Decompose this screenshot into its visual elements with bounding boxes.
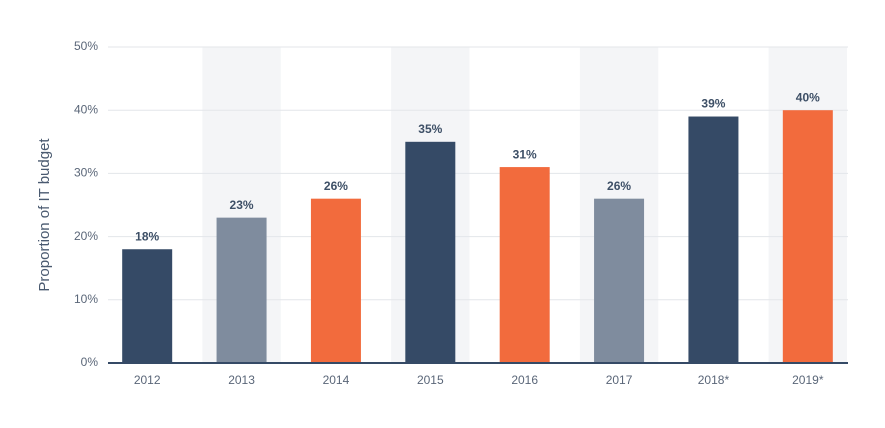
x-tick-label: 2015	[417, 373, 444, 387]
y-tick-label: 40%	[74, 102, 98, 116]
x-tick-label: 2014	[323, 373, 350, 387]
y-tick-label: 10%	[74, 292, 98, 306]
bar	[688, 116, 739, 364]
data-label: 39%	[701, 97, 725, 111]
x-tick-label: 2017	[606, 373, 633, 387]
bar	[122, 249, 173, 363]
x-tick-label: 2013	[228, 373, 255, 387]
bar	[405, 141, 456, 363]
bar	[499, 167, 550, 363]
data-label: 35%	[418, 122, 442, 136]
x-tick-label: 2016	[511, 373, 538, 387]
x-tick-label: 2019*	[792, 373, 824, 387]
bar	[310, 198, 361, 363]
x-tick-label: 2012	[134, 373, 161, 387]
y-tick-label: 0%	[81, 355, 99, 369]
bar	[594, 198, 645, 363]
bar	[216, 217, 267, 363]
data-label: 26%	[607, 179, 631, 193]
y-tick-label: 30%	[74, 166, 98, 180]
data-label: 18%	[135, 229, 159, 243]
data-label: 26%	[324, 179, 348, 193]
y-axis-title: Proportion of IT budget	[36, 138, 53, 292]
data-label: 40%	[796, 90, 820, 104]
bar	[782, 110, 833, 363]
data-label: 31%	[513, 147, 537, 161]
y-tick-label: 50%	[74, 39, 98, 53]
y-tick-label: 20%	[74, 229, 98, 243]
data-label: 23%	[230, 198, 254, 212]
x-tick-label: 2018*	[698, 373, 730, 387]
